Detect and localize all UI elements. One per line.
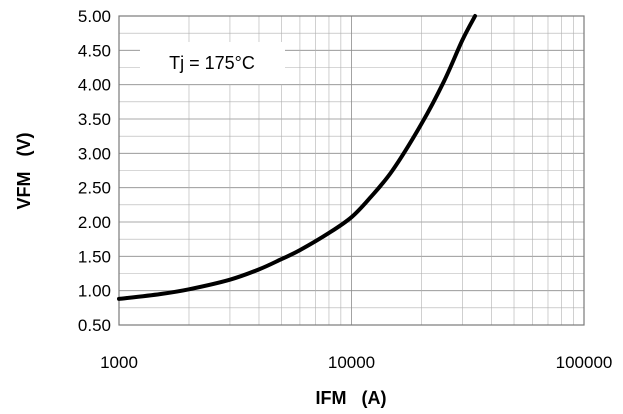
x-tick-label: 100000 xyxy=(556,353,613,372)
x-tick-labels: 1000 10000 100000 xyxy=(100,353,612,372)
y-tick-labels: 0.50 1.00 1.50 2.00 2.50 3.00 3.50 4.00 4.50 5.00 xyxy=(78,7,111,335)
x-tick-label: 10000 xyxy=(328,353,375,372)
y-tick-label: 2.00 xyxy=(78,213,111,232)
y-tick-label: 3.50 xyxy=(78,110,111,129)
y-tick-label: 5.00 xyxy=(78,7,111,26)
x-axis-title: IFM (A) xyxy=(316,388,387,408)
annotation-text: Tj = 175°C xyxy=(169,53,255,73)
y-tick-label: 1.00 xyxy=(78,282,111,301)
series-line xyxy=(117,14,478,301)
annotation-background xyxy=(140,42,285,84)
y-axis-title: VFM (V) xyxy=(14,133,34,210)
y-tick-label: 4.00 xyxy=(78,76,111,95)
annotation-box: Tj = 175°C xyxy=(140,42,285,84)
y-tick-label: 2.50 xyxy=(78,179,111,198)
y-tick-label: 3.00 xyxy=(78,144,111,163)
x-tick-label: 1000 xyxy=(100,353,138,372)
y-tick-label: 1.50 xyxy=(78,247,111,266)
grid xyxy=(118,15,584,326)
plot-frame xyxy=(118,15,585,326)
y-tick-label: 4.50 xyxy=(78,41,111,60)
y-tick-label: 0.50 xyxy=(78,316,111,335)
